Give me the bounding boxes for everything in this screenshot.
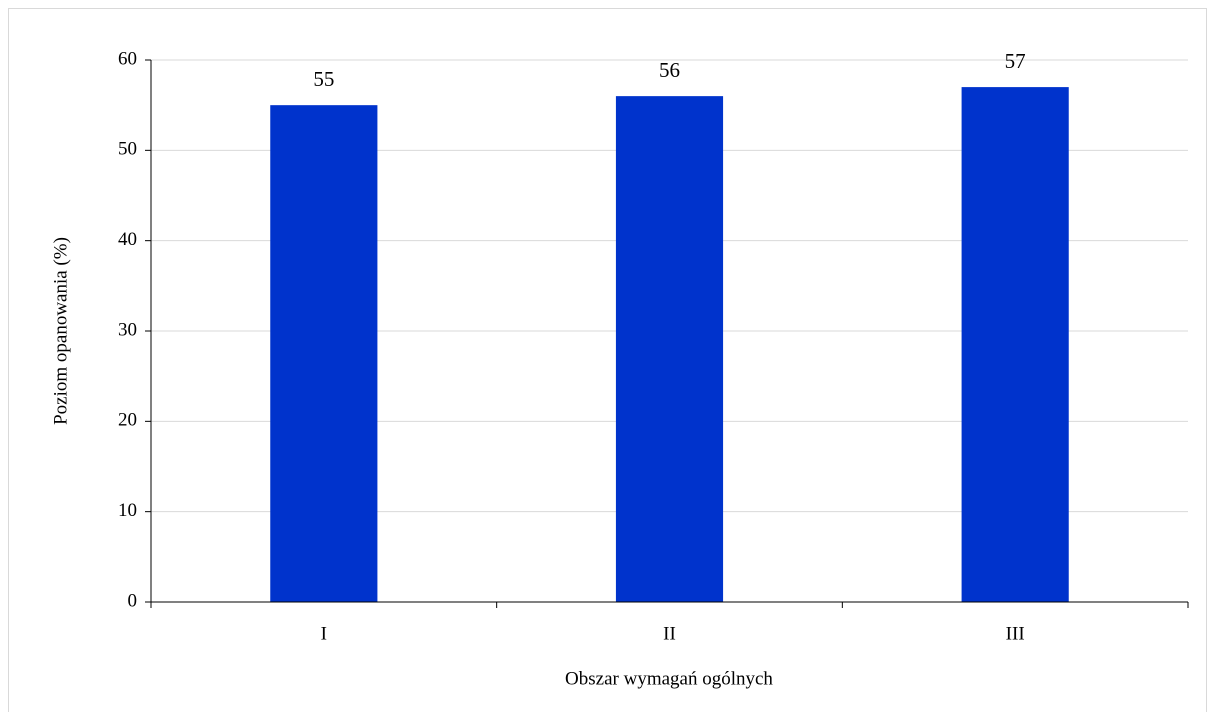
y-axis-label: Poziom opanowania (%) xyxy=(50,237,71,425)
y-tick-label: 30 xyxy=(118,319,137,340)
x-tick-label: II xyxy=(663,623,676,644)
bar xyxy=(270,105,378,603)
y-tick-label: 0 xyxy=(128,590,138,611)
y-tick-label: 40 xyxy=(118,229,137,250)
bar xyxy=(615,96,724,602)
data-label: 56 xyxy=(659,58,680,82)
data-label: 57 xyxy=(1005,49,1026,73)
x-tick-label: III xyxy=(1006,623,1025,644)
data-label: 55 xyxy=(313,67,334,91)
x-axis-label: Obszar wymagań ogólnych xyxy=(565,668,773,689)
x-tick-label: I xyxy=(321,623,327,644)
y-tick-label: 60 xyxy=(118,48,137,69)
y-tick-label: 20 xyxy=(118,410,137,431)
bar xyxy=(961,87,1069,603)
y-tick-label: 50 xyxy=(118,139,137,160)
y-tick-label: 10 xyxy=(118,500,137,521)
